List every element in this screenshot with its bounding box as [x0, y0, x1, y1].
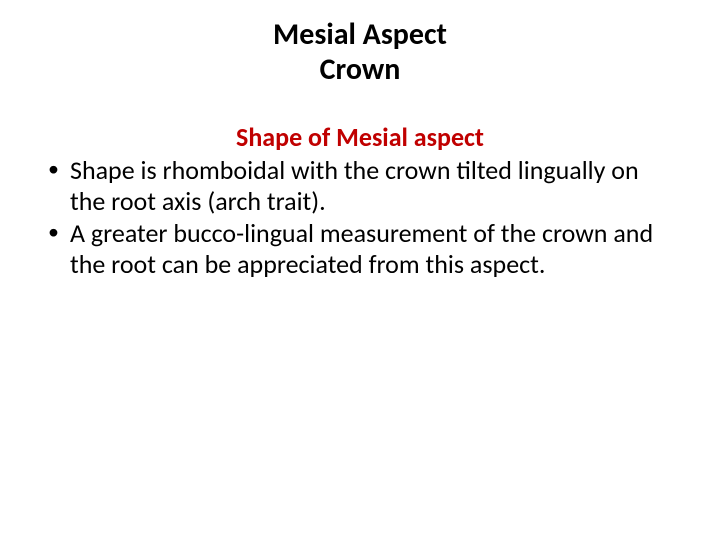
list-item: Shape is rhomboidal with the crown tilte… — [44, 155, 676, 216]
subhead-text: Shape of Mesial aspect — [236, 121, 484, 153]
slide: Mesial Aspect Crown Shape of Mesial aspe… — [0, 0, 720, 540]
bullet-text: Shape is rhomboidal with the crown tilte… — [70, 154, 639, 217]
list-item: A greater bucco-lingual measurement of t… — [44, 218, 676, 279]
slide-title: Mesial Aspect Crown — [40, 18, 680, 87]
title-line-1: Mesial Aspect — [40, 18, 680, 53]
bullet-list: Shape is rhomboidal with the crown tilte… — [40, 155, 680, 280]
title-line-2: Crown — [40, 53, 680, 88]
section-subhead: Shape of Mesial aspect — [40, 121, 680, 153]
bullet-text: A greater bucco-lingual measurement of t… — [70, 217, 653, 280]
